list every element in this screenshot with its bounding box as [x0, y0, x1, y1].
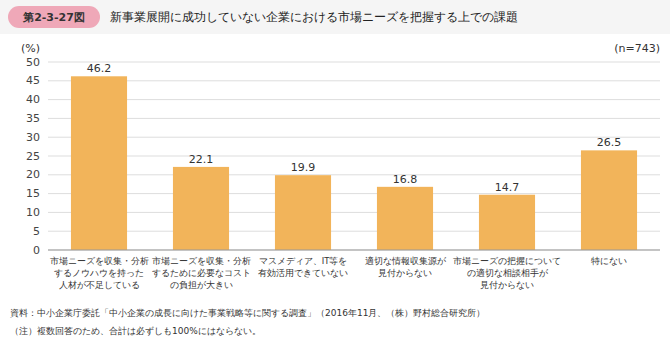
y-tick-label: 10 — [26, 206, 40, 219]
bar — [173, 167, 229, 250]
x-tick-label-line: 有効活用できていない — [258, 268, 348, 278]
data-label: 26.5 — [597, 136, 622, 149]
n-label: (n=743) — [614, 42, 660, 55]
y-tick-label: 15 — [26, 187, 40, 200]
grid-line — [48, 212, 660, 213]
x-tick-label: マスメディア、IT等を有効活用できていない — [258, 256, 348, 278]
figure-label: 第2-3-27図 — [22, 11, 85, 24]
data-label: 14.7 — [495, 181, 520, 194]
grid-line — [48, 99, 660, 100]
x-tick-label-line: マスメディア、IT等を — [259, 256, 348, 266]
y-tick-label: 50 — [26, 56, 40, 69]
grid-line — [48, 174, 660, 175]
x-tick-label: 特にない — [591, 256, 627, 266]
x-tick-label-line: の適切な相談相手が — [467, 268, 549, 278]
x-axis-line — [48, 250, 660, 251]
grid-line — [48, 231, 660, 232]
data-labels: 46.2 22.1 19.9 16.8 14.7 26.5 — [87, 62, 622, 193]
x-tick-label-line: するために必要なコスト — [152, 268, 251, 278]
x-tick-label-line: 人材が不足している — [59, 280, 140, 290]
header-background — [0, 0, 670, 34]
y-tick-label: 30 — [26, 131, 40, 144]
x-axis: 市場ニーズを収集・分析するノウハウを持った人材が不足している市場ニーズを収集・分… — [50, 256, 628, 290]
header: 第2-3-27図 新事業展開に成功していない企業における市場ニーズを把握する上での… — [0, 0, 670, 34]
data-label: 46.2 — [87, 62, 112, 75]
x-tick-label: 市場ニーズを収集・分析するノウハウを持った人材が不足している — [50, 256, 149, 290]
y-tick-label: 35 — [26, 112, 40, 125]
x-tick-label-line: 市場ニーズを収集・分析 — [152, 256, 251, 266]
grid-line — [48, 250, 660, 251]
chart-container: 第2-3-27図 新事業展開に成功していない企業における市場ニーズを把握する上での… — [0, 0, 670, 360]
y-tick-label: 40 — [26, 93, 40, 106]
x-tick-label-line: 適切な情報収集源が — [365, 256, 447, 266]
x-tick-label-line: するノウハウを持った — [54, 268, 144, 278]
title: 新事業展開に成功していない企業における市場ニーズを把握する上での課題 — [110, 10, 518, 24]
data-label: 19.9 — [291, 161, 316, 174]
source-text: 資料：中小企業庁委託「中小企業の成長に向けた事業戦略等に関する調査」（2016年… — [10, 308, 485, 318]
y-axis-label: (%) — [21, 42, 40, 55]
chart-svg: 第2-3-27図 新事業展開に成功していない企業における市場ニーズを把握する上での… — [0, 0, 670, 360]
x-tick-label: 市場ニーズを収集・分析するために必要なコストの負担が大きい — [152, 256, 251, 290]
x-tick-label-line: 見付からない — [378, 268, 432, 278]
y-tick-label: 20 — [26, 168, 40, 181]
grid-line — [48, 193, 660, 194]
y-tick-label: 0 — [33, 244, 40, 257]
y-tick-label: 45 — [26, 74, 40, 87]
x-tick-label: 市場ニーズの把握についての適切な相談相手が見付からない — [453, 256, 561, 290]
y-axis: 0 5 10 15 20 25 30 35 40 45 50 — [26, 56, 660, 257]
x-tick-label-line: 市場ニーズを収集・分析 — [50, 256, 149, 266]
bar — [71, 76, 127, 250]
grid-line — [48, 62, 660, 63]
grid-line — [48, 156, 660, 157]
y-tick-label: 5 — [33, 225, 40, 238]
y-tick-label: 25 — [26, 150, 40, 163]
grid-line — [48, 118, 660, 119]
grid-line — [48, 137, 660, 138]
bar — [581, 150, 637, 250]
bar — [275, 175, 331, 250]
x-tick-label: 適切な情報収集源が見付からない — [365, 256, 447, 278]
figure-label-pill — [8, 6, 100, 28]
x-tick-label-line: 特にない — [591, 256, 627, 266]
bar — [377, 187, 433, 250]
bar — [479, 195, 535, 250]
bars — [71, 76, 637, 250]
grid-line — [48, 80, 660, 81]
data-label: 22.1 — [189, 153, 214, 166]
x-tick-label-line: 見付からない — [480, 280, 534, 290]
x-tick-label-line: 市場ニーズの把握について — [453, 256, 561, 266]
data-label: 16.8 — [393, 173, 418, 186]
note-text: （注）複数回答のため、合計は必ずしも100%にはならない。 — [10, 326, 261, 336]
x-tick-label-line: の負担が大きい — [170, 280, 233, 290]
